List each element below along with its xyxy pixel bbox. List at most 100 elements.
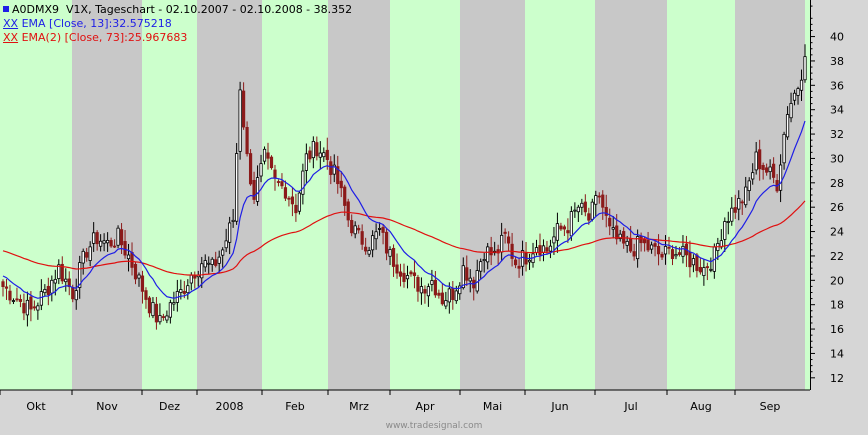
candle-body [751,172,755,180]
candle-body [318,152,322,158]
candle-body [95,232,99,245]
candle-body [632,251,636,257]
candle-body [618,233,622,240]
candle-body [53,278,57,284]
candle-body [32,306,36,309]
candle-body [698,266,702,273]
candle-body [517,265,521,269]
y-tick-label: 12 [830,372,844,385]
candle-body [405,275,410,280]
candle-body [447,288,451,303]
month-band [390,0,460,390]
candle-body [137,274,141,279]
candle-body [384,231,389,254]
candle-body [4,286,9,289]
ema13-prefix: XX [3,17,19,30]
candle-body [419,286,424,294]
title-text: V1X, Tageschart - 02.10.2007 - 02.10.200… [66,3,353,16]
candle-body [636,236,640,260]
candle-body [57,264,61,279]
x-tick-label: Sep [760,400,781,413]
candle-body [458,285,462,295]
month-band [328,0,390,390]
y-tick-label: 36 [830,79,844,92]
candle-body [85,252,89,258]
y-tick-label: 24 [830,226,844,239]
candle-body [796,88,800,96]
candle-body [507,236,511,244]
candle-body [761,165,765,171]
x-tick-label: Jul [623,400,637,413]
x-tick-label: Jun [550,400,568,413]
ema73-label: EMA(2) [Close, 73]:25.967683 [21,31,188,44]
x-tick-label: Feb [285,400,304,413]
candle-body [552,236,556,244]
candle-body [479,261,483,272]
candle-body [172,302,176,305]
candle-body [248,153,253,185]
candle-body [360,231,364,245]
candle-body [562,226,567,230]
symbol: A0DMX9 [12,3,60,16]
month-band [805,0,810,390]
candle-body [322,152,326,158]
candle-body [785,114,790,138]
ema73-prefix: XX [3,31,19,44]
watermark: www.tradesignal.com [385,421,483,431]
candle-body [29,296,33,310]
ema13-line [2,120,806,299]
y-tick-label: 40 [830,31,844,44]
x-tick-label: Nov [96,400,118,413]
candle-body [590,201,594,220]
candle-body [116,227,120,246]
candle-body [60,263,64,282]
candle-body [280,181,284,187]
candle-body [290,196,295,205]
candle-body [660,253,664,258]
candle-body [262,148,267,162]
candle-body [437,292,441,296]
candle-body [92,232,96,244]
candle-body [772,163,776,178]
candle-body [702,267,706,276]
candle-body [315,142,319,157]
candle-body [503,231,507,234]
candle-body [245,126,249,155]
candle-body [259,163,263,177]
candle-body [147,297,152,314]
candle-body [548,245,553,252]
candle-body [165,315,169,321]
candle-body [357,227,361,231]
candle-body [799,79,804,91]
candle-body [663,246,668,255]
candle-body [64,278,68,283]
candle-body [555,223,560,241]
candle-body [78,262,82,288]
candle-body [308,150,312,160]
candle-body [339,180,343,189]
month-band [262,0,328,390]
candle-body [782,133,786,164]
month-band [460,0,525,390]
candle-body [283,187,288,199]
candlestick-series [1,44,807,330]
candle-body [377,228,382,230]
candle-body [677,252,682,255]
candle-body [559,225,563,230]
candle-body [527,259,532,263]
candle-body [778,164,783,191]
candle-body [733,207,737,213]
y-tick-label: 30 [830,152,844,165]
candle-body [451,288,455,300]
candle-body [486,246,490,263]
candle-body [336,166,340,185]
candle-body [740,201,744,204]
candle-body [126,254,131,260]
candle-body [18,299,23,302]
candle-body [343,186,347,206]
y-tick-label: 22 [830,250,844,263]
month-band [142,0,197,390]
y-tick-label: 14 [830,347,844,360]
candle-body [189,274,193,284]
